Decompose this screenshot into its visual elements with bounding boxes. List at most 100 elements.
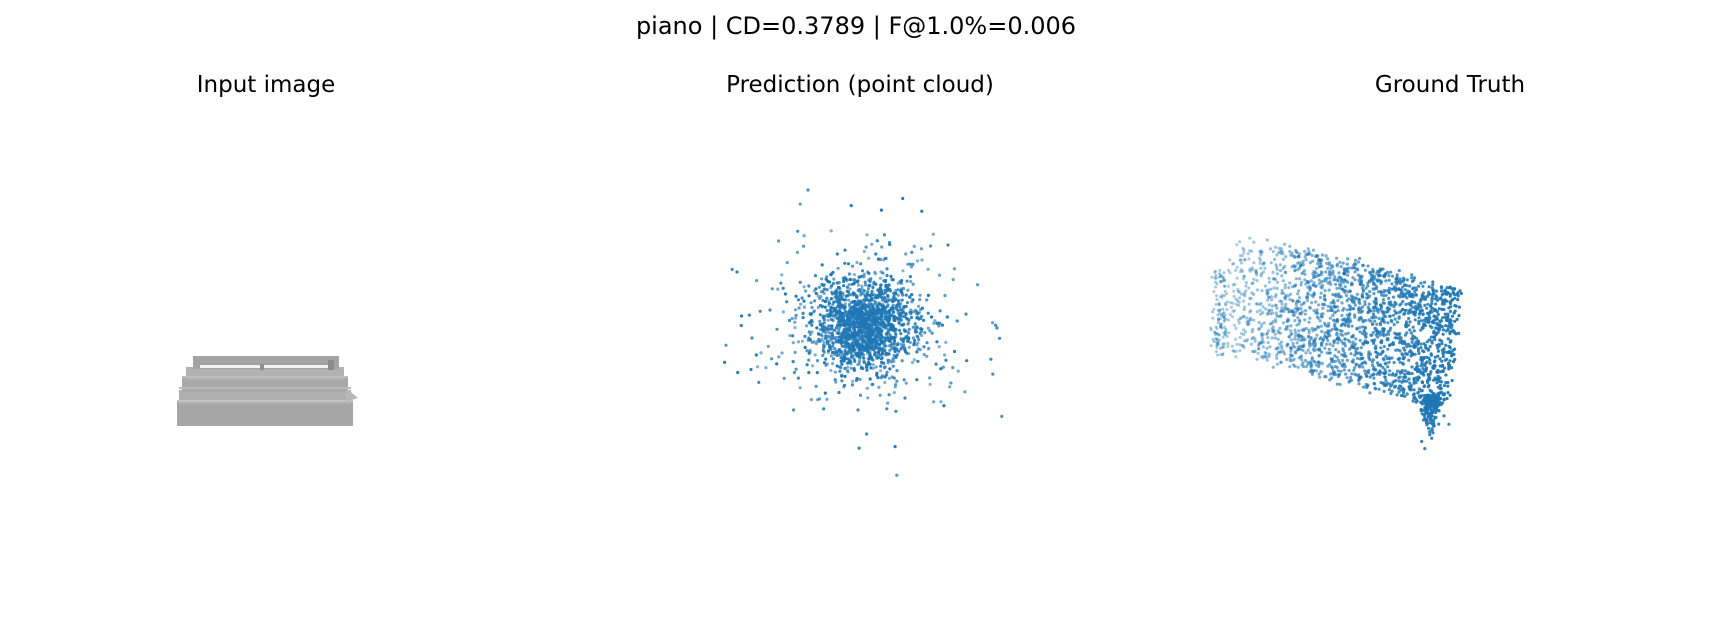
ground-truth-point: [1274, 245, 1278, 249]
prediction-point: [863, 298, 867, 302]
ground-truth-point: [1351, 276, 1355, 280]
prediction-point: [790, 316, 794, 321]
ground-truth-point: [1430, 286, 1434, 290]
prediction-point: [873, 335, 877, 339]
ground-truth-point: [1249, 309, 1253, 313]
ground-truth-point: [1381, 327, 1385, 331]
ground-truth-point: [1220, 346, 1224, 349]
prediction-point: [858, 345, 862, 349]
ground-truth-point: [1263, 284, 1267, 288]
prediction-point: [901, 196, 905, 201]
prediction-point: [838, 349, 842, 353]
ground-truth-point: [1428, 397, 1432, 401]
ground-truth-point: [1250, 268, 1254, 272]
ground-truth-point: [1288, 365, 1292, 369]
ground-truth-point: [1382, 312, 1386, 316]
ground-truth-point: [1336, 279, 1340, 283]
ground-truth-point: [1304, 358, 1308, 363]
prediction-point: [826, 318, 830, 322]
ground-truth-point: [1279, 360, 1283, 364]
ground-truth-point: [1387, 373, 1391, 377]
prediction-point: [819, 290, 823, 294]
ground-truth-point: [1432, 418, 1436, 422]
ground-truth-point: [1279, 251, 1283, 255]
prediction-point: [861, 326, 866, 330]
prediction-point: [850, 314, 854, 318]
prediction-point: [871, 363, 875, 367]
prediction-point: [830, 324, 834, 328]
prediction-point: [813, 274, 818, 278]
ground-truth-point: [1336, 369, 1340, 373]
ground-truth-point: [1357, 298, 1362, 302]
prediction-point: [819, 277, 824, 281]
ground-truth-point: [1420, 361, 1424, 365]
ground-truth-point: [1374, 305, 1378, 309]
ground-truth-point: [1352, 307, 1356, 311]
prediction-point: [897, 313, 901, 317]
ground-truth-point: [1321, 338, 1325, 342]
prediction-point: [749, 367, 753, 372]
ground-truth-point: [1287, 286, 1291, 290]
ground-truth-point: [1271, 311, 1275, 315]
ground-truth-point: [1248, 269, 1252, 273]
ground-truth-point: [1427, 401, 1431, 405]
ground-truth-point: [1294, 310, 1298, 314]
prediction-point: [818, 313, 822, 317]
ground-truth-point: [1401, 279, 1405, 283]
ground-truth-point: [1430, 414, 1434, 418]
prediction-point: [888, 298, 892, 302]
ground-truth-point: [1228, 258, 1232, 262]
ground-truth-point: [1308, 252, 1312, 256]
prediction-point: [952, 349, 957, 354]
prediction-point: [890, 347, 894, 351]
prediction-point: [910, 250, 914, 254]
ground-truth-point: [1275, 353, 1279, 357]
ground-truth-point: [1340, 329, 1344, 333]
prediction-point: [883, 348, 887, 352]
ground-truth-point: [1289, 329, 1293, 333]
prediction-point-cloud: [723, 188, 1004, 477]
prediction-point: [822, 318, 826, 322]
ground-truth-point: [1445, 357, 1449, 361]
prediction-point: [768, 308, 772, 312]
ground-truth-point: [1390, 319, 1394, 324]
ground-truth-point: [1296, 292, 1300, 296]
prediction-point: [896, 299, 900, 303]
ground-truth-point: [1277, 251, 1281, 255]
ground-truth-point: [1355, 356, 1360, 360]
ground-truth-point: [1261, 311, 1265, 315]
ground-truth-point: [1440, 325, 1444, 329]
ground-truth-point: [1349, 352, 1353, 356]
ground-truth-point: [1312, 339, 1316, 344]
prediction-point: [803, 334, 807, 338]
ground-truth-point: [1319, 273, 1323, 277]
ground-truth-point: [1269, 312, 1273, 316]
ground-truth-point: [1276, 337, 1280, 341]
prediction-point: [829, 354, 833, 358]
prediction-point: [923, 331, 927, 335]
ground-truth-point: [1417, 319, 1421, 324]
prediction-point: [780, 351, 784, 355]
ground-truth-point: [1301, 335, 1305, 339]
ground-truth-point: [1319, 324, 1323, 328]
ground-truth-point: [1247, 319, 1251, 323]
prediction-point: [842, 319, 846, 323]
ground-truth-point: [1445, 396, 1449, 401]
ground-truth-point: [1245, 316, 1249, 320]
ground-truth-point: [1219, 353, 1223, 356]
ground-truth-point: [1417, 351, 1421, 355]
ground-truth-point: [1371, 281, 1375, 285]
ground-truth-point: [1395, 336, 1399, 340]
ground-truth-point: [1280, 302, 1284, 306]
prediction-point: [877, 307, 881, 311]
ground-truth-point: [1371, 275, 1375, 279]
prediction-point: [874, 365, 878, 369]
prediction-point: [814, 291, 818, 296]
prediction-point: [847, 322, 851, 326]
prediction-point: [915, 343, 919, 347]
ground-truth-point: [1221, 279, 1225, 283]
ground-truth-point: [1249, 342, 1253, 346]
ground-truth-point: [1243, 291, 1247, 295]
ground-truth-point: [1274, 311, 1278, 315]
ground-truth-point: [1227, 268, 1230, 272]
